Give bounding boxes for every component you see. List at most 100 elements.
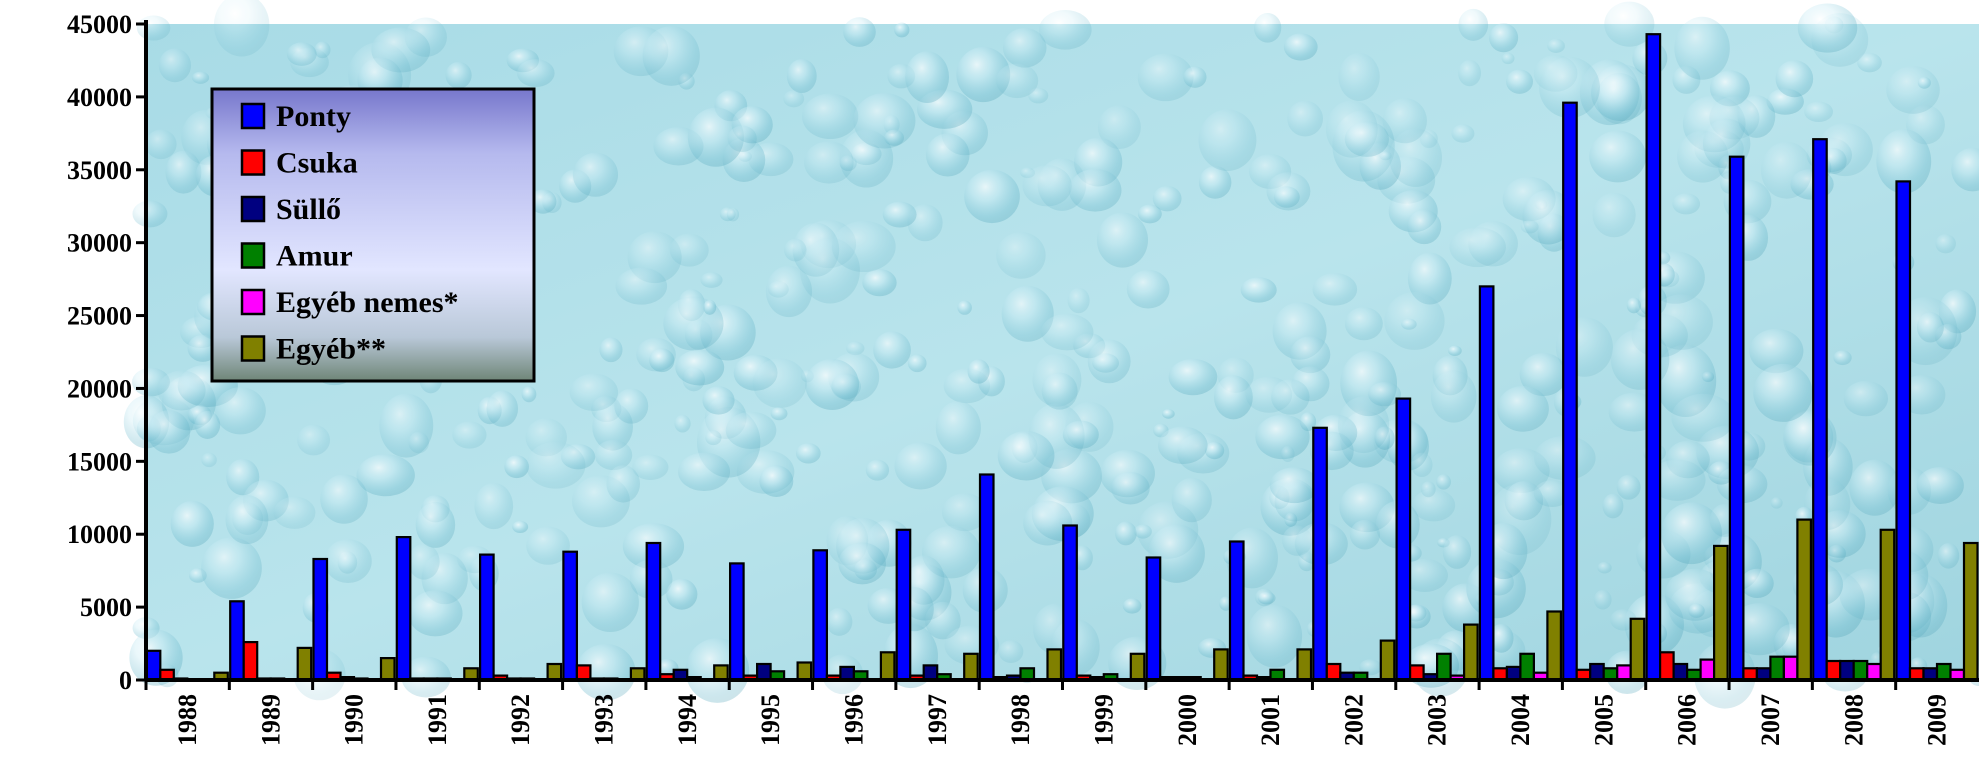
legend-swatch-s-ll-: [240, 195, 266, 223]
bar-egy-b--2006: [1712, 544, 1729, 682]
x-tick-label-1990: 1990: [340, 694, 369, 746]
bar-ponty-1995: [728, 562, 745, 682]
bar-egy-b--1997: [963, 652, 979, 682]
x-tick-label-2002: 2002: [1339, 694, 1368, 746]
x-tick-label-1998: 1998: [1006, 694, 1035, 746]
bar-ponty-1992: [479, 553, 495, 682]
bar-ponty-1993: [562, 550, 579, 682]
x-tick-label-1999: 1999: [1089, 694, 1118, 746]
y-tick-label-35000: 35000: [67, 156, 132, 185]
x-tick-label-2006: 2006: [1673, 694, 1702, 746]
bar-egy-b--2008: [1879, 528, 1896, 682]
legend-label-egy-b-: Egyéb**: [276, 333, 386, 366]
bar-s-ll--2008: [1839, 659, 1855, 682]
legend-swatch-csuka: [240, 149, 266, 176]
y-tick-label-40000: 40000: [67, 83, 132, 112]
legend-label-egy-b-nemes-: Egyéb nemes*: [276, 286, 459, 319]
bar-egy-b--2005: [1629, 617, 1646, 682]
x-tick-label-1995: 1995: [756, 694, 785, 746]
legend-swatch-egy-b-nemes-: [240, 288, 266, 316]
bar-egy-b--1996: [879, 651, 896, 682]
legend-label-ponty: Ponty: [276, 100, 351, 133]
bar-ponty-2004: [1478, 285, 1495, 682]
y-tick-label-15000: 15000: [67, 447, 132, 476]
bar-egy-b-nemes--2007: [1782, 655, 1799, 682]
bar-egy-b-nemes--2005: [1616, 664, 1632, 682]
bar-egy-b--1995: [796, 661, 813, 682]
bar-egy-b--1998: [1046, 648, 1063, 682]
bars-group: [145, 33, 1979, 682]
bar-amur-2009: [1935, 662, 1952, 682]
y-tick-label-45000: 45000: [67, 10, 132, 39]
bar-ponty-1994: [645, 541, 662, 682]
bar-ponty-1991: [395, 535, 412, 682]
bar-amur-2003: [1435, 652, 1452, 682]
bar-ponty-1998: [978, 473, 995, 682]
bar-egy-b--2000: [1213, 648, 1229, 682]
bar-s-ll--1997: [922, 664, 939, 682]
x-tick-label-2007: 2007: [1756, 694, 1785, 746]
y-tick-label-20000: 20000: [67, 374, 132, 403]
bar-egy-b--1992: [546, 662, 563, 682]
bar-ponty-1990: [312, 557, 329, 682]
bar-ponty-2009: [1895, 180, 1912, 682]
bar-egy-b--2001: [1296, 648, 1313, 682]
x-tick-label-1997: 1997: [923, 694, 952, 746]
bar-csuka-2002: [1325, 662, 1342, 682]
legend: Ponty Csuka Süllő Amur Egyéb nemes* Egyéb**: [210, 87, 536, 383]
bar-csuka-1993: [575, 664, 592, 682]
legend-label-amur: Amur: [276, 240, 353, 273]
bar-ponty-1989: [229, 600, 245, 682]
bar-egy-b-nemes--2008: [1866, 662, 1882, 682]
bar-csuka-2003: [1408, 664, 1425, 682]
bar-egy-b--2007: [1796, 518, 1813, 682]
bar-ponty-2001: [1228, 540, 1245, 682]
bar-egy-b--1990: [379, 656, 396, 682]
legend-label-s-ll-: Süllő: [276, 193, 341, 226]
bar-amur-2004: [1519, 652, 1536, 682]
legend-swatch-egy-b-: [240, 335, 266, 362]
y-tick-label-10000: 10000: [67, 520, 132, 549]
bar-ponty-2006: [1645, 33, 1662, 682]
y-tick-label-25000: 25000: [67, 302, 132, 331]
bar-ponty-1999: [1062, 524, 1078, 682]
bar-egy-b--1989: [296, 646, 313, 682]
bar-csuka-1989: [242, 640, 259, 682]
x-tick-label-1994: 1994: [673, 694, 702, 746]
legend-label-csuka: Csuka: [276, 147, 358, 180]
bar-s-ll--1995: [755, 662, 772, 682]
legend-swatch-ponty: [240, 102, 266, 130]
y-tick-label-0: 0: [119, 666, 132, 695]
x-tick-label-1996: 1996: [840, 694, 869, 746]
bar-csuka-2008: [1825, 659, 1842, 682]
bar-ponty-2000: [1145, 556, 1162, 682]
bar-amur-2007: [1769, 655, 1786, 682]
bar-egy-b-nemes--2006: [1699, 658, 1716, 682]
bar-csuka-2006: [1658, 651, 1675, 682]
bar-s-ll--2005: [1589, 662, 1605, 682]
x-tick-label-2009: 2009: [1923, 694, 1952, 746]
axes-group: 0 5000 10000 15000 20000 25000 30000 35000 40000…: [67, 10, 1979, 746]
bar-ponty-1996: [812, 549, 829, 682]
x-tick-label-2008: 2008: [1839, 694, 1868, 746]
bar-ponty-1988: [145, 649, 162, 682]
x-tick-label-1992: 1992: [506, 694, 535, 746]
legend-swatch-amur: [240, 242, 266, 269]
bar-ponty-2008: [1812, 138, 1828, 682]
x-tick-label-1988: 1988: [173, 694, 202, 746]
bar-egy-b--1994: [713, 664, 729, 682]
bar-ponty-2003: [1395, 397, 1412, 682]
bar-ponty-2005: [1562, 101, 1578, 682]
x-tick-label-1993: 1993: [590, 694, 619, 746]
bar-amur-2008: [1852, 659, 1869, 682]
bar-s-ll--2006: [1672, 662, 1689, 682]
bar-egy-b--2009: [1962, 541, 1979, 682]
bar-ponty-1997: [895, 528, 912, 682]
y-tick-label-5000: 5000: [80, 593, 132, 622]
legend-box: [210, 87, 536, 383]
bar-egy-b--1999: [1129, 652, 1146, 682]
bar-egy-b--2003: [1462, 623, 1479, 682]
x-tick-label-2004: 2004: [1506, 694, 1535, 746]
x-tick-label-1991: 1991: [423, 694, 452, 746]
